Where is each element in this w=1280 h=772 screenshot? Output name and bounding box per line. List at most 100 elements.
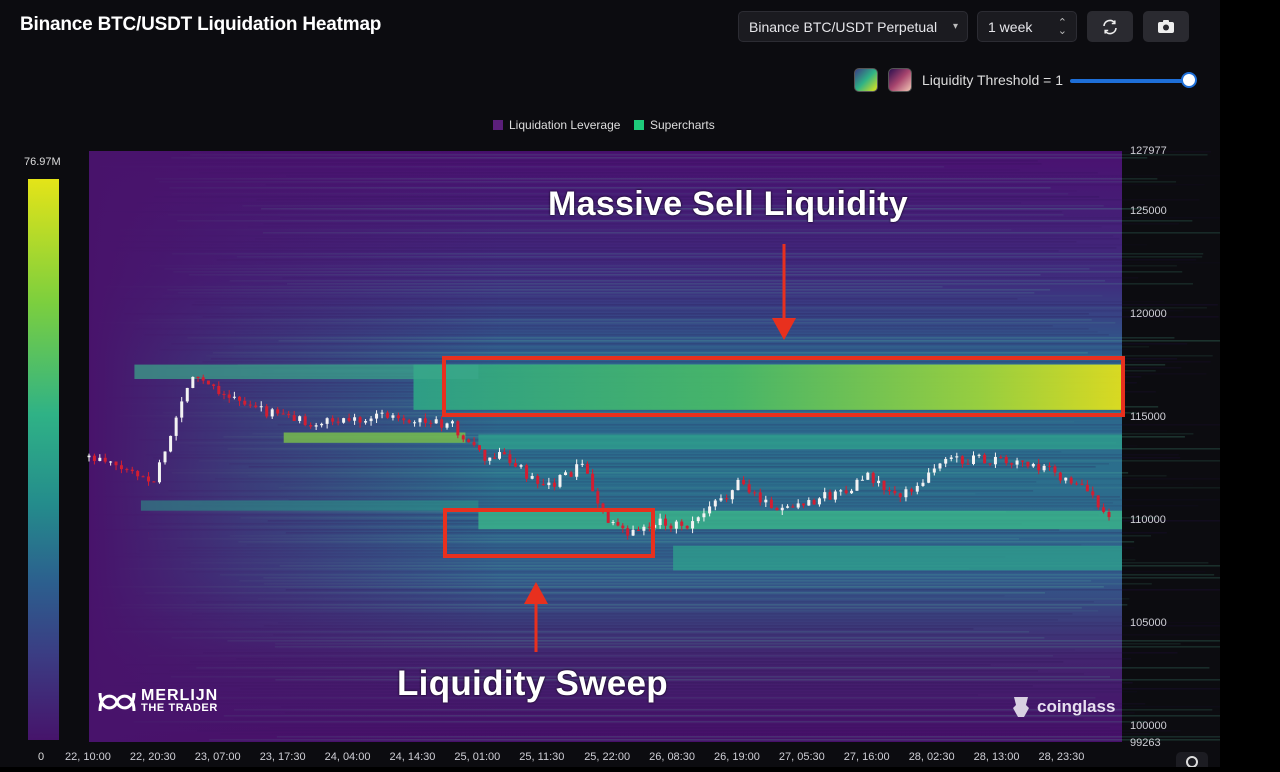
price-candle — [440, 419, 444, 428]
price-candle — [259, 406, 263, 408]
x-tick-label: 28, 02:30 — [908, 751, 955, 763]
price-candle — [866, 472, 870, 480]
price-candle — [569, 472, 573, 477]
price-candle — [450, 421, 454, 424]
price-candle — [585, 463, 589, 474]
annotation-liquidity-sweep: Liquidity Sweep — [397, 664, 668, 703]
price-candle — [254, 405, 258, 408]
window-edge — [1220, 0, 1280, 767]
pair-select[interactable]: Binance BTC/USDT Perpetual ▾ — [738, 11, 968, 42]
price-candle — [493, 457, 497, 459]
gauge-max-label: 76.97M — [24, 156, 61, 168]
price-candle — [547, 482, 551, 486]
price-candle — [238, 396, 242, 401]
price-candle — [564, 472, 568, 476]
price-candle — [429, 422, 433, 424]
price-candle — [163, 451, 167, 463]
heatmap-chart[interactable] — [0, 0, 1220, 767]
price-candle — [971, 455, 975, 464]
price-candle — [320, 423, 324, 426]
price-candle — [152, 481, 156, 483]
price-candle — [839, 490, 843, 492]
liquidity-band-0 — [413, 364, 1122, 410]
arrow-up-icon — [524, 582, 548, 604]
price-candle — [983, 454, 987, 464]
threshold-slider-track[interactable] — [1070, 79, 1188, 83]
price-candle — [636, 529, 640, 531]
liquidity-band-1 — [478, 434, 1122, 449]
price-candle — [993, 456, 997, 465]
price-candle — [309, 425, 313, 427]
price-candle — [157, 462, 161, 483]
price-candle — [336, 421, 340, 423]
price-candle — [669, 525, 673, 529]
price-candle — [174, 417, 178, 436]
price-candle — [119, 465, 123, 470]
palette-green-swatch[interactable] — [854, 68, 878, 92]
price-candle — [730, 490, 734, 500]
price-candle — [844, 490, 848, 494]
price-candle — [921, 482, 925, 486]
price-candle — [92, 455, 96, 461]
price-candle — [502, 452, 506, 455]
settings-button[interactable] — [1176, 752, 1208, 768]
price-candle — [141, 476, 145, 478]
x-tick-label: 26, 19:00 — [714, 751, 760, 763]
price-candle — [580, 463, 584, 465]
price-candle — [530, 476, 534, 479]
price-candle — [391, 415, 395, 418]
y-tick-label: 110000 — [1130, 514, 1166, 526]
price-candle — [358, 417, 362, 423]
y-tick-label: 125000 — [1130, 205, 1167, 218]
refresh-button[interactable] — [1087, 11, 1133, 42]
price-candle — [708, 506, 712, 514]
price-candle — [1091, 491, 1095, 496]
y-tick-label: 105000 — [1130, 616, 1167, 629]
price-candle — [719, 498, 723, 501]
y-tick-label: 99263 — [1130, 737, 1161, 749]
price-candle — [1080, 483, 1084, 485]
price-candle — [180, 401, 184, 418]
price-candle — [882, 480, 886, 490]
price-candle — [281, 413, 285, 415]
threshold-slider-knob[interactable] — [1181, 72, 1197, 88]
price-candle — [904, 489, 908, 498]
price-candle — [353, 417, 357, 421]
price-candle — [621, 525, 625, 529]
price-candle — [696, 517, 700, 522]
price-candle — [423, 418, 427, 423]
screenshot-button[interactable] — [1143, 11, 1189, 42]
price-candle — [331, 418, 335, 422]
merlijn-logo-line2: THE TRADER — [141, 702, 218, 714]
price-candle — [456, 421, 460, 436]
price-candle — [753, 492, 757, 494]
price-candle — [780, 507, 784, 511]
sweep-box — [443, 508, 655, 558]
price-candle — [591, 473, 595, 492]
legend-label: Supercharts — [650, 118, 715, 132]
price-candle — [206, 380, 210, 385]
price-candle — [606, 509, 610, 523]
price-candle — [292, 415, 296, 421]
price-candle — [988, 463, 992, 465]
price-candle — [558, 475, 562, 487]
merlijn-logo-line1: MERLIJN — [141, 687, 219, 704]
price-candle — [691, 521, 695, 529]
price-candle — [519, 465, 523, 467]
x-tick-label: 25, 11:30 — [519, 751, 565, 763]
price-candle — [109, 461, 113, 463]
x-tick-label: 22, 10:00 — [65, 751, 111, 763]
price-candle — [1015, 460, 1019, 465]
price-candle — [1048, 465, 1052, 467]
legend-item-supercharts[interactable]: Supercharts — [634, 118, 715, 132]
price-candle — [674, 521, 678, 529]
price-candle — [1031, 464, 1035, 467]
coinglass-logo-icon — [1013, 697, 1029, 717]
legend-item-liquidation-leverage[interactable]: Liquidation Leverage — [493, 118, 620, 132]
coinglass-watermark: coinglass — [1010, 695, 1115, 719]
palette-pink-swatch[interactable] — [888, 68, 912, 92]
price-candle — [196, 376, 200, 378]
range-select[interactable]: 1 week ⌃ ⌄ — [977, 11, 1077, 42]
price-candle — [769, 499, 773, 508]
price-candle — [243, 400, 247, 405]
